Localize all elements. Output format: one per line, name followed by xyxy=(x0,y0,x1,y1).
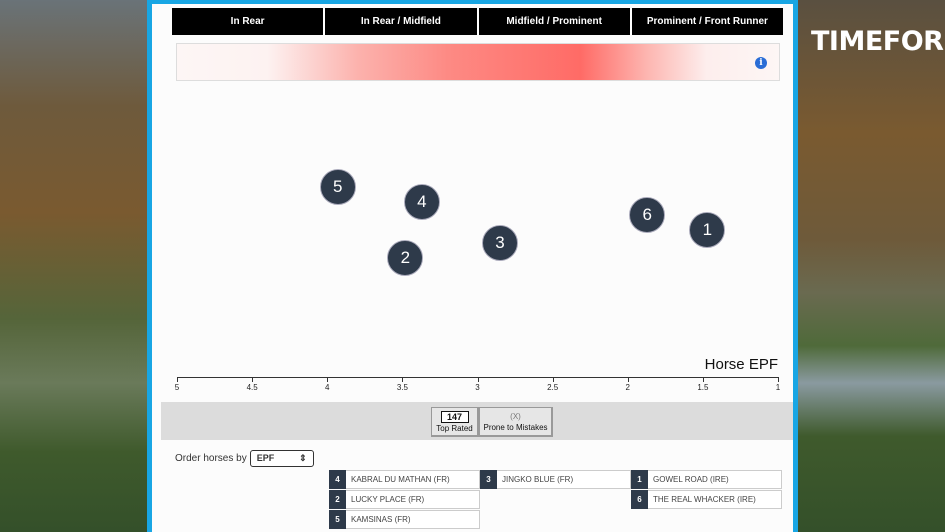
key-bar: 147 Top Rated (X) Prone to Mistakes xyxy=(161,402,793,440)
x-tick xyxy=(627,377,629,382)
top-rated-value: 147 xyxy=(440,411,469,423)
x-tick xyxy=(327,377,329,382)
list-item[interactable]: 5 KAMSINAS (FR) xyxy=(329,510,480,529)
prone-to-mistakes-key[interactable]: (X) Prone to Mistakes xyxy=(479,407,553,437)
x-tick xyxy=(778,377,779,382)
x-tick-label: 2.5 xyxy=(547,383,559,392)
info-icon[interactable]: i xyxy=(755,57,767,69)
x-tick-label: 1 xyxy=(775,383,781,392)
list-item[interactable]: 3 JINGKO BLUE (FR) xyxy=(480,470,631,489)
background-photo-right xyxy=(797,0,945,532)
list-item[interactable]: 6 THE REAL WHACKER (IRE) xyxy=(631,490,782,509)
top-rated-label: Top Rated xyxy=(436,424,473,433)
x-axis-label: Horse EPF xyxy=(704,356,778,373)
horse-number: 1 xyxy=(631,470,648,489)
horse-list: 4 KABRAL DU MATHAN (FR) 3 JINGKO BLUE (FR)… xyxy=(329,470,782,530)
x-tick xyxy=(477,377,479,382)
x-tick xyxy=(702,377,704,382)
order-control: Order horses by EPF ⇕ xyxy=(175,450,314,467)
x-tick xyxy=(177,377,178,382)
x-tick xyxy=(552,377,554,382)
x-tick-label: 3.5 xyxy=(396,383,408,392)
horse-name: GOWEL ROAD (IRE) xyxy=(653,475,729,484)
pace-heatmap-bar: i xyxy=(176,43,780,81)
horse-name: LUCKY PLACE (FR) xyxy=(351,495,425,504)
running-style-header: In Rear In Rear / Midfield Midfield / Pr… xyxy=(172,8,783,35)
x-tick-label: 4.5 xyxy=(246,383,258,392)
x-tick-label: 1.5 xyxy=(697,383,709,392)
column-prominent-front-runner: Prominent / Front Runner xyxy=(631,8,783,35)
prone-symbol: (X) xyxy=(510,412,521,421)
x-tick xyxy=(402,377,404,382)
column-in-rear: In Rear xyxy=(172,8,324,35)
horse-number: 4 xyxy=(329,470,346,489)
horse-marker[interactable]: 3 xyxy=(482,225,519,261)
background-photo-left xyxy=(0,0,147,532)
list-item[interactable]: 1 GOWEL ROAD (IRE) xyxy=(631,470,782,489)
order-label: Order horses by xyxy=(175,453,247,464)
top-rated-key[interactable]: 147 Top Rated xyxy=(431,407,479,437)
timeform-logo: TIMEFORM xyxy=(811,26,945,57)
prone-label: Prone to Mistakes xyxy=(483,423,548,432)
horse-name: JINGKO BLUE (FR) xyxy=(502,475,574,484)
x-tick-label: 2 xyxy=(625,383,630,392)
horse-marker[interactable]: 4 xyxy=(403,184,440,220)
horse-marker[interactable]: 1 xyxy=(689,212,726,248)
select-arrows-icon: ⇕ xyxy=(299,453,307,463)
horse-name: THE REAL WHACKER (IRE) xyxy=(653,495,756,504)
column-in-rear-midfield: In Rear / Midfield xyxy=(325,8,477,35)
horse-name: KAMSINAS (FR) xyxy=(351,515,411,524)
horse-name: KABRAL DU MATHAN (FR) xyxy=(351,475,450,484)
x-tick-label: 4 xyxy=(325,383,330,392)
horse-number: 3 xyxy=(480,470,497,489)
horse-number: 6 xyxy=(631,490,648,509)
horse-marker[interactable]: 6 xyxy=(629,197,666,233)
column-midfield-prominent: Midfield / Prominent xyxy=(478,8,630,35)
horse-marker[interactable]: 2 xyxy=(387,240,424,276)
list-item[interactable]: 2 LUCKY PLACE (FR) xyxy=(329,490,480,509)
list-item[interactable]: 4 KABRAL DU MATHAN (FR) xyxy=(329,470,480,489)
horse-marker[interactable]: 5 xyxy=(319,169,356,205)
order-select[interactable]: EPF ⇕ xyxy=(249,450,314,467)
horse-number: 5 xyxy=(329,510,346,529)
horse-number: 2 xyxy=(329,490,346,509)
order-selected-value: EPF xyxy=(256,453,275,463)
x-tick-label: 5 xyxy=(174,383,180,392)
x-tick-label: 3 xyxy=(475,383,480,392)
x-tick xyxy=(252,377,254,382)
pace-map-panel: In Rear In Rear / Midfield Midfield / Pr… xyxy=(147,0,798,532)
